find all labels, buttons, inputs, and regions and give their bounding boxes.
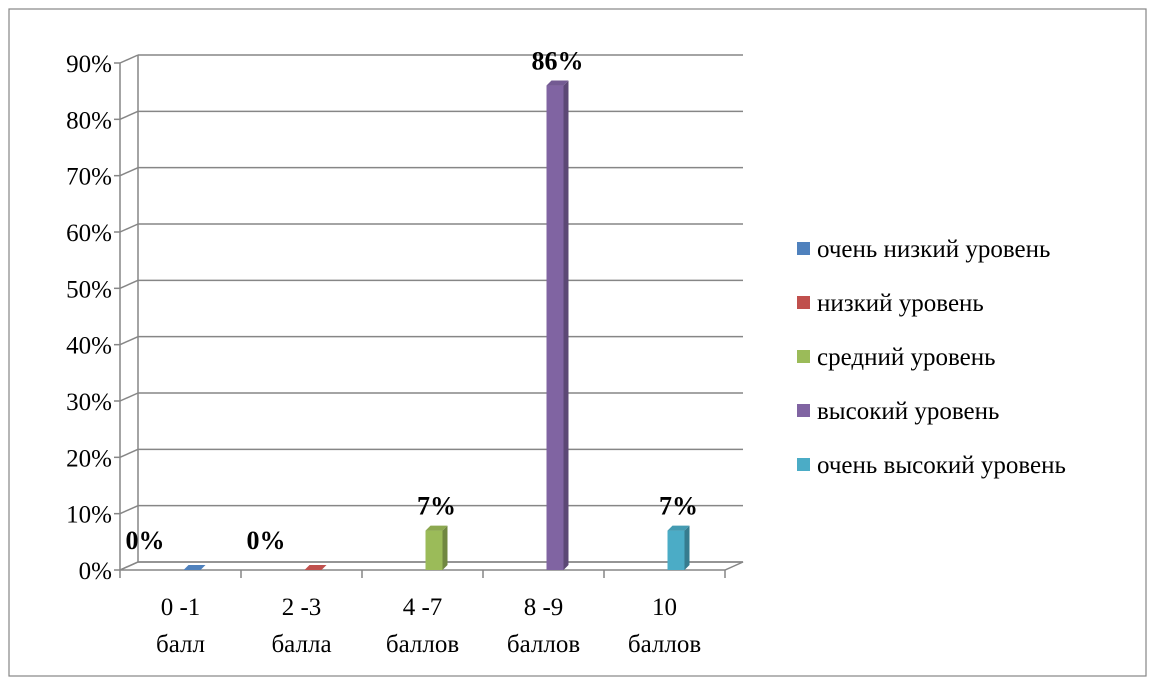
y-tick-label: 20% xyxy=(66,445,112,472)
legend-item: низкий уровень xyxy=(797,290,984,317)
bar-top xyxy=(546,80,569,86)
legend-label: высокий уровень xyxy=(817,398,999,425)
gridlines xyxy=(119,54,743,571)
x-tick-label: 8 -9 xyxy=(524,594,564,621)
x-tick-label: 0 -1 xyxy=(161,594,201,621)
legend-item: очень низкий уровень xyxy=(797,236,1050,263)
side-wall-line xyxy=(119,335,139,346)
side-wall-line xyxy=(119,392,139,402)
side-wall-line xyxy=(119,166,139,177)
bar-top xyxy=(304,565,327,570)
bar-side xyxy=(563,80,569,571)
legend-label: средний уровень xyxy=(817,344,996,371)
y-tick-label: 50% xyxy=(66,276,112,303)
data-label: 7% xyxy=(417,492,456,521)
x-tick-label: баллов xyxy=(386,631,459,658)
bars xyxy=(183,80,690,571)
bar xyxy=(425,525,448,570)
legend-label: очень высокий уровень xyxy=(817,452,1066,479)
chart-border xyxy=(8,8,1147,677)
x-tick-label: 4 -7 xyxy=(403,594,443,621)
bar-top xyxy=(667,525,690,531)
y-tick-label: 80% xyxy=(66,107,112,134)
legend-label: низкий уровень xyxy=(817,290,984,317)
y-tick-label: 40% xyxy=(66,333,112,360)
axes: 0% 10% 20% 30% 40% 50% 60% 70% 80% 90% 0 -1 балл 2 -… xyxy=(66,51,744,658)
x-tick-label: балла xyxy=(271,631,331,658)
side-wall-line xyxy=(119,504,139,515)
bar-front xyxy=(546,85,564,571)
legend-item: очень высокий уровень xyxy=(797,452,1066,479)
bar-top xyxy=(183,565,206,570)
bar xyxy=(546,80,569,571)
side-wall-line xyxy=(119,223,139,233)
bar xyxy=(667,525,690,570)
side-wall-line xyxy=(119,54,139,64)
legend: очень низкий уровень низкий уровень средни… xyxy=(797,236,1066,479)
x-tick-label: 2 -3 xyxy=(282,594,322,621)
x-tick-label: баллов xyxy=(507,631,580,658)
x-tick-label: балл xyxy=(156,631,205,658)
bar-top xyxy=(425,525,448,531)
y-tick-label: 70% xyxy=(66,164,112,191)
legend-swatch xyxy=(797,404,810,417)
side-wall-line xyxy=(119,448,139,459)
data-label: 86% xyxy=(532,47,584,76)
bar-front xyxy=(425,530,443,570)
side-wall-line xyxy=(119,110,139,121)
data-label: 0% xyxy=(247,526,286,555)
bar-side xyxy=(442,525,448,570)
y-tick-label: 90% xyxy=(66,51,112,78)
chart-floor xyxy=(119,561,744,571)
legend-swatch xyxy=(797,242,810,255)
y-tick-label: 0% xyxy=(79,558,112,585)
legend-swatch xyxy=(797,350,810,363)
x-tick-label: 10 xyxy=(652,594,677,621)
side-wall-line xyxy=(119,279,139,290)
x-tick-label: баллов xyxy=(628,631,701,658)
legend-swatch xyxy=(797,458,810,471)
bar-side xyxy=(684,525,690,570)
legend-label: очень низкий уровень xyxy=(817,236,1050,263)
y-tick-label: 30% xyxy=(66,389,112,416)
legend-item: средний уровень xyxy=(797,344,996,371)
data-label: 7% xyxy=(659,492,698,521)
y-tick-label: 60% xyxy=(66,220,112,247)
bar xyxy=(183,565,206,570)
data-labels: 0% 0% 7% 86% 7% xyxy=(126,47,699,555)
legend-item: высокий уровень xyxy=(797,398,999,425)
bar xyxy=(304,565,327,570)
legend-swatch xyxy=(797,296,810,309)
data-label: 0% xyxy=(126,526,165,555)
y-tick-label: 10% xyxy=(66,502,112,529)
bar-front xyxy=(667,530,685,570)
